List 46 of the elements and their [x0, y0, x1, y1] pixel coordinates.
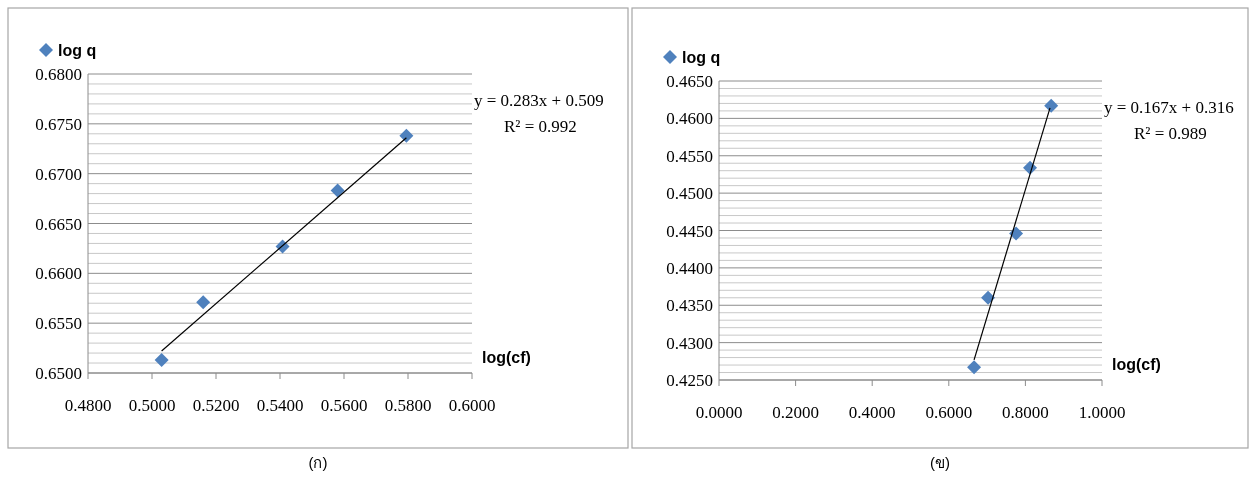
- y-tick-label: 0.4250: [666, 371, 713, 390]
- y-tick-label: 0.6800: [35, 65, 82, 84]
- x-tick-label: 0.0000: [695, 403, 743, 422]
- y-tick-label: 0.6550: [35, 314, 82, 334]
- x-tick-label: 0.5200: [192, 396, 240, 415]
- y-tick-label: 0.4550: [666, 146, 713, 166]
- y-tick-label: 0.6650: [35, 214, 82, 234]
- y-tick-label: 0.4500: [666, 184, 713, 204]
- y-tick-label: 0.4300: [666, 333, 713, 353]
- x-tick-label: 0.6000: [925, 403, 973, 422]
- text: R² = 0.992: [504, 117, 577, 136]
- x-tick-label: 1.0000: [1078, 403, 1126, 422]
- x-tick-label: 0.8000: [1002, 403, 1049, 422]
- text: (ข): [930, 454, 950, 471]
- x-tick-label: 0.5400: [256, 396, 304, 415]
- point: [399, 128, 414, 143]
- y-tick-label: 0.4600: [666, 109, 713, 129]
- text: (ก): [308, 454, 328, 471]
- x-tick-label: 0.5600: [320, 396, 368, 415]
- y-tick-label: 0.4350: [666, 296, 713, 316]
- y-tick-label: 0.4450: [666, 221, 713, 241]
- x-axis-title: log(cf): [1112, 356, 1161, 373]
- text: y = 0.167x + 0.316: [1104, 98, 1234, 117]
- text: R² = 0.989: [1134, 124, 1207, 143]
- legend-label: log q: [58, 42, 97, 59]
- point: [1044, 98, 1059, 113]
- x-tick-label: 0.4800: [64, 396, 112, 415]
- y-tick-label: 0.4400: [666, 258, 713, 278]
- x-tick-label: 0.2000: [772, 403, 819, 422]
- point: [967, 360, 982, 375]
- legend-label: log q: [682, 49, 721, 66]
- point: [330, 183, 345, 198]
- x-axis-title: log(cf): [482, 349, 531, 366]
- y-tick-label: 0.6500: [35, 364, 82, 383]
- y-tick-label: 0.6700: [35, 164, 82, 184]
- y-tick-label: 0.6750: [35, 114, 82, 134]
- point: [196, 295, 211, 310]
- point: [981, 290, 996, 305]
- x-tick-label: 0.6000: [448, 396, 496, 415]
- x-tick-label: 0.5000: [128, 396, 176, 415]
- x-tick-label: 0.5800: [384, 396, 432, 415]
- y-tick-label: 0.6600: [35, 264, 82, 284]
- y-tick-label: 0.4650: [666, 72, 713, 91]
- x-tick-label: 0.4000: [848, 403, 896, 422]
- point: [154, 353, 169, 368]
- text: y = 0.283x + 0.509: [474, 91, 604, 110]
